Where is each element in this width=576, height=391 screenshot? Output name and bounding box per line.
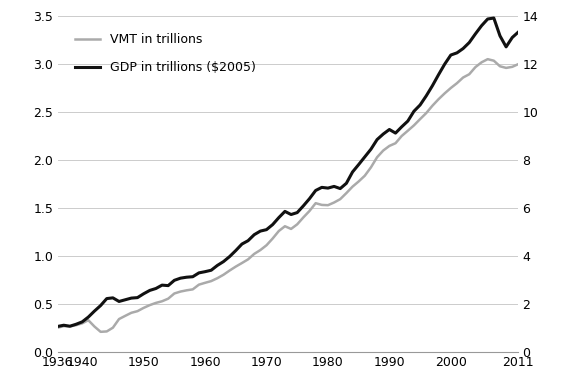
Legend: VMT in trillions, GDP in trillions ($2005): VMT in trillions, GDP in trillions ($200…	[67, 26, 263, 82]
